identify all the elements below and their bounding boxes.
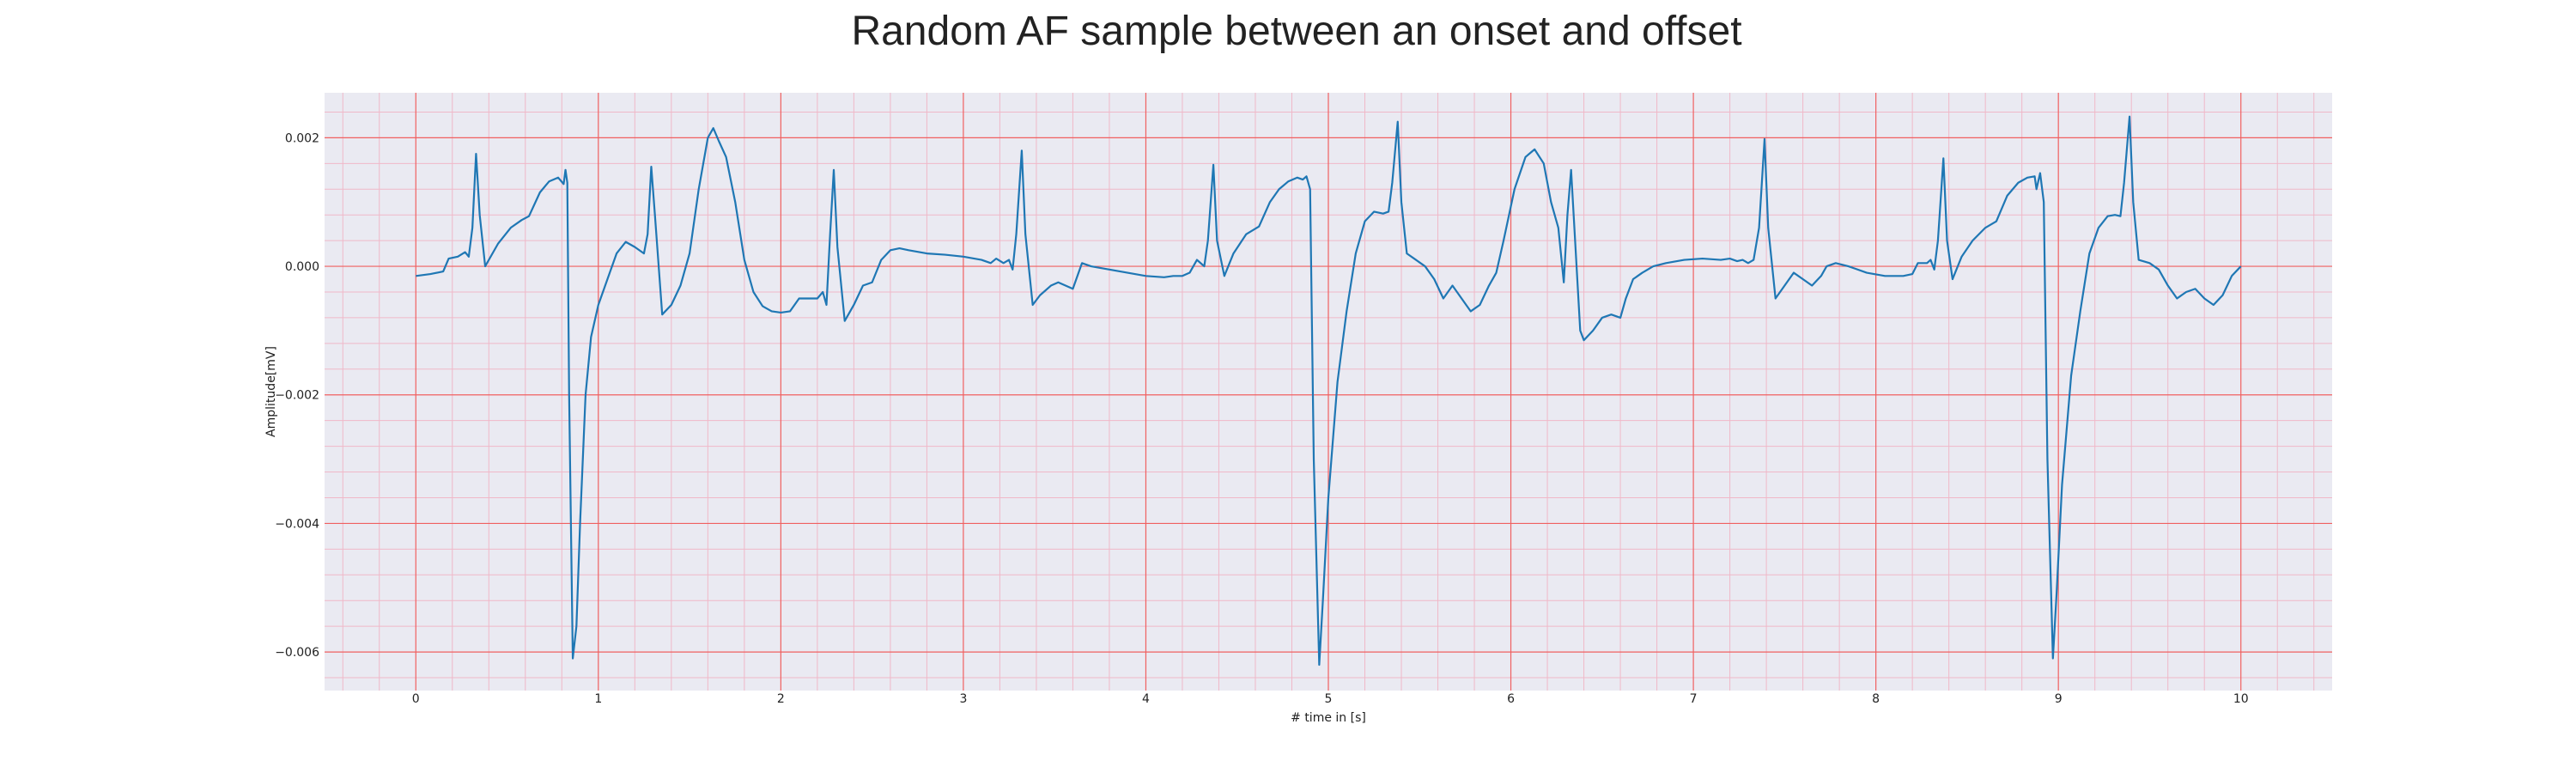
y-tick-label: −0.006: [275, 646, 319, 660]
x-tick-label: 3: [959, 692, 967, 706]
y-axis-ticks: −0.006 −0.004 −0.002 0.000 0.002: [275, 131, 319, 660]
series-line: [416, 115, 2242, 666]
x-tick-label: 4: [1142, 692, 1150, 706]
x-tick-label: 7: [1690, 692, 1698, 706]
x-tick-label: 1: [594, 692, 602, 706]
x-tick-label: 2: [777, 692, 785, 706]
x-axis-label: # time in [s]: [1291, 711, 1366, 725]
x-tick-label: 6: [1507, 692, 1515, 706]
x-tick-label: 0: [412, 692, 420, 706]
x-axis-ticks: 0 1 2 3 4 5 6 7 8 9 10: [412, 692, 2249, 706]
y-tick-label: 0.002: [285, 131, 319, 145]
x-tick-label: 9: [2055, 692, 2063, 706]
y-tick-label: 0.000: [285, 260, 319, 274]
x-tick-label: 8: [1872, 692, 1880, 706]
y-axis-label: Amplitude[mV]: [264, 346, 278, 437]
y-tick-label: −0.004: [275, 517, 319, 531]
y-tick-label: −0.002: [275, 389, 319, 403]
x-tick-label: 10: [2233, 692, 2249, 706]
x-tick-label: 5: [1325, 692, 1333, 706]
chart-title: Random AF sample between an onset and of…: [851, 9, 1741, 54]
